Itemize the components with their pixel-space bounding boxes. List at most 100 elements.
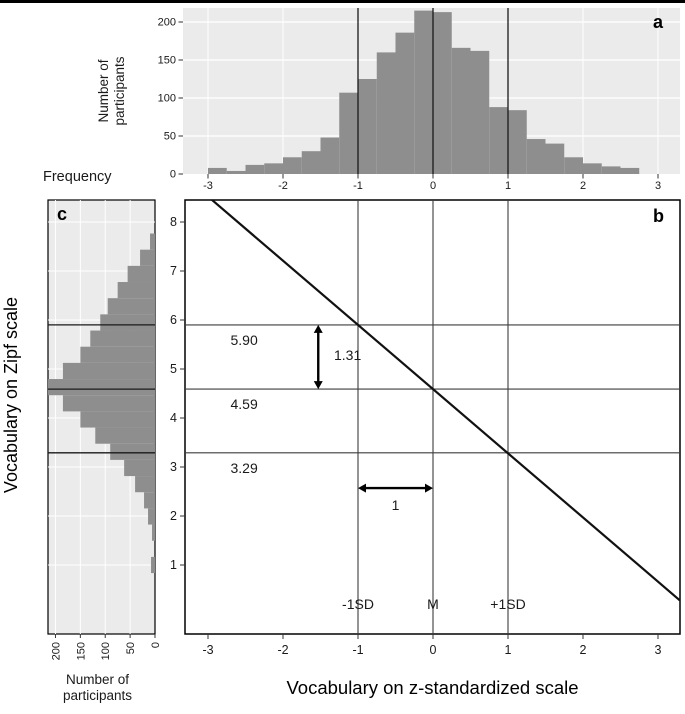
histogram-bar — [110, 443, 155, 460]
histogram-bar — [62, 395, 155, 412]
histogram-bar — [100, 314, 155, 331]
panel-c-xtick-label: 150 — [75, 642, 87, 660]
panel-a-xtick-label: 1 — [505, 180, 511, 192]
histogram-bar — [107, 298, 155, 315]
histogram-bar — [208, 167, 227, 174]
panel-a-ylabel-line1: Number of — [96, 59, 111, 123]
panel-a-xtick-label: -2 — [278, 180, 288, 192]
histogram-bar — [90, 330, 155, 347]
arrowhead-up-icon — [313, 324, 323, 333]
histogram-bar — [395, 32, 415, 174]
figure-border-top — [0, 0, 685, 3]
histogram-bar — [245, 164, 265, 174]
histogram-bar — [80, 346, 155, 363]
panel-c-title: Frequency — [43, 169, 112, 185]
panel-a-xtick-label: 0 — [430, 180, 436, 192]
panel-b-xtick-label: -2 — [277, 643, 288, 657]
figure-ylabel: Vocabulary on Zipf scale — [1, 296, 21, 494]
histogram-bar — [80, 411, 155, 428]
arrowhead-left-icon — [358, 483, 366, 493]
panel-b-ytick-label: 3 — [170, 460, 177, 474]
panel-c-xtick-label: 100 — [100, 642, 112, 660]
panel-b-ytick-label: 5 — [170, 362, 177, 376]
histogram-bar — [152, 524, 155, 541]
histogram-bar — [470, 50, 490, 174]
arrow-label: 1.31 — [334, 347, 361, 363]
histogram-bar — [95, 427, 155, 444]
panel-b-ytick-label: 6 — [170, 313, 177, 327]
vline-sd-label: -1SD — [342, 596, 374, 612]
panel-b-ytick-label: 2 — [170, 509, 177, 523]
panel-b-ytick-label: 8 — [170, 215, 177, 229]
histogram-bar — [283, 157, 302, 174]
panel-c-xlabel: Number of participants — [40, 672, 155, 704]
histogram-bar — [264, 163, 283, 174]
arrowhead-down-icon — [313, 381, 323, 390]
panel-b-xtick-label: 1 — [505, 643, 512, 657]
hline-value-label: 3.29 — [231, 460, 258, 476]
histogram-bar — [526, 139, 546, 174]
histogram-bar — [583, 163, 602, 174]
figure-xlabel: Vocabulary on z-standardized scale — [286, 677, 579, 698]
panel-a-xtick-label: 2 — [580, 180, 586, 192]
panel-a-ytick-label: 100 — [158, 93, 176, 105]
panel-a-ytick-label: 150 — [158, 55, 176, 67]
histogram-bar — [451, 47, 471, 175]
panel-a-letter: a — [653, 12, 664, 32]
histogram-bar — [140, 249, 155, 266]
vline-sd-label: +1SD — [490, 596, 525, 612]
histogram-bar — [414, 10, 433, 174]
panel-b-letter: b — [653, 206, 664, 226]
histogram-bar — [564, 157, 583, 174]
hline-value-label: 4.59 — [231, 396, 258, 412]
histogram-bar — [320, 137, 340, 174]
histogram-bar — [433, 12, 452, 175]
arrow-label: 1 — [392, 497, 400, 513]
histogram-bar — [151, 556, 155, 574]
panel-b-xtick-label: -1 — [352, 643, 363, 657]
panel-c-xtick-label: 0 — [150, 642, 162, 648]
histogram-bar — [124, 459, 155, 477]
panel-a-xtick-label: -1 — [353, 180, 363, 192]
panel-c-xlabel-line1: Number of — [65, 672, 130, 687]
panel-a-ytick-label: 0 — [170, 169, 176, 181]
panel-c-xtick-label: 200 — [50, 642, 62, 660]
histogram-bar — [301, 151, 321, 174]
histogram-bar — [545, 143, 565, 174]
histogram-bar — [150, 233, 155, 250]
histogram-bar — [144, 492, 155, 509]
hline-value-label: 5.90 — [231, 332, 258, 348]
panel-b-xtick-label: 3 — [655, 643, 662, 657]
histogram-bar — [62, 362, 155, 380]
histogram-bar — [376, 52, 396, 174]
panel-b-xtick-label: 0 — [430, 643, 437, 657]
panel-c-xlabel-line2: participants — [62, 688, 133, 703]
panel-a-ylabel: Number of participants — [96, 36, 130, 146]
panel-b-ytick-label: 7 — [170, 264, 177, 278]
panel-b-ytick-label: 4 — [170, 411, 177, 425]
histogram-bar — [339, 92, 358, 174]
panel-a-ytick-label: 200 — [158, 17, 176, 29]
panel-a-ytick-label: 50 — [164, 131, 176, 143]
panel-a-xtick-label: 3 — [655, 180, 661, 192]
histogram-bar — [127, 265, 155, 283]
histogram-bar — [601, 166, 621, 174]
panel-b-xtick-label: 2 — [580, 643, 587, 657]
histogram-bar — [117, 282, 155, 299]
panel-a-ylabel-line2: participants — [112, 56, 127, 126]
panel-b-ytick-label: 1 — [170, 558, 177, 572]
arrowhead-right-icon — [425, 483, 433, 493]
regression-line — [211, 199, 681, 602]
panel-c-letter: c — [57, 204, 68, 224]
histogram-bar — [508, 110, 527, 174]
panel-a-xtick-label: -3 — [203, 180, 213, 192]
vline-sd-label: M — [427, 596, 439, 612]
histogram-bar — [620, 167, 640, 174]
histogram-bar — [358, 79, 377, 174]
histogram-bar — [135, 476, 155, 493]
panel-c-xtick-label: 50 — [125, 642, 137, 654]
histogram-bar — [226, 170, 246, 174]
histogram-bar — [48, 379, 155, 396]
